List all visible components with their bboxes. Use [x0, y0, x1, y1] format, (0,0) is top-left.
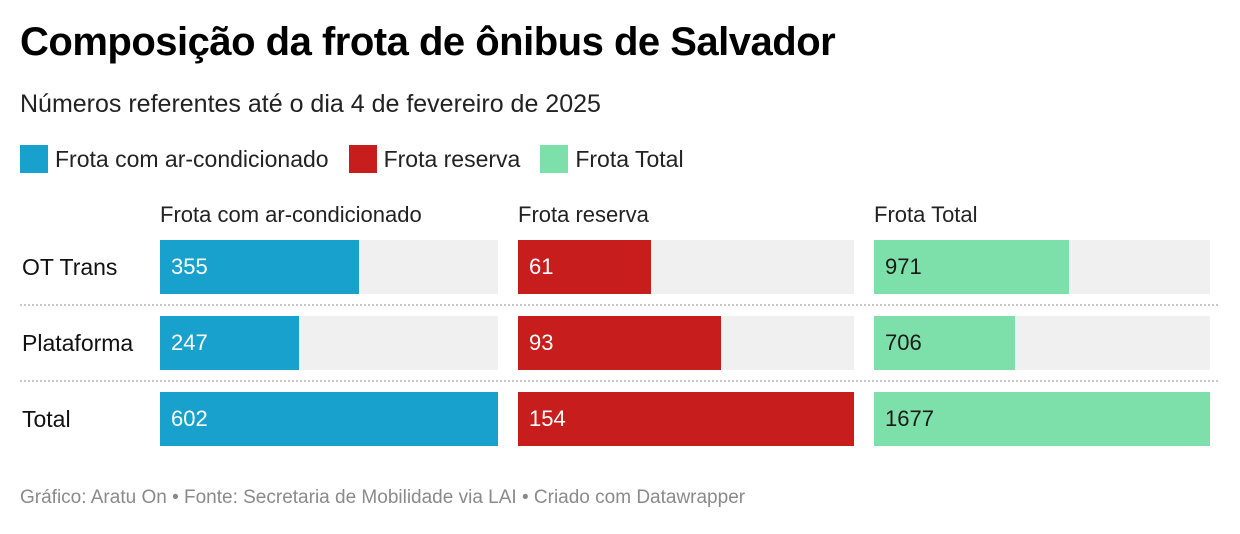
bar-track: 706 [874, 316, 1210, 370]
bar [518, 240, 652, 294]
bar-value-label: 1677 [885, 406, 934, 431]
bar-track: 93 [518, 316, 854, 370]
chart-footer: Gráfico: Aratu On • Fonte: Secretaria de… [20, 487, 746, 508]
row-label: OT Trans [22, 254, 118, 280]
bar-value-label: 154 [529, 406, 566, 431]
legend-label: Frota Total [575, 145, 684, 172]
legend-item-ar-condicionado: Frota com ar-condicionado [20, 145, 329, 173]
column-header: Frota com ar-condicionado [160, 202, 422, 227]
bar [874, 240, 1069, 294]
bar-track: 355 [160, 240, 498, 294]
bar-value-label: 602 [171, 406, 208, 431]
row-divider [20, 380, 1218, 382]
bar [160, 316, 299, 370]
legend-swatch [540, 145, 569, 173]
chart-title: Composição da frota de ônibus de Salvado… [20, 20, 836, 64]
bar [160, 392, 498, 446]
legend-swatch [348, 145, 377, 173]
column-header: Frota Total [874, 202, 978, 227]
row-label: Plataforma [22, 330, 134, 356]
chart-subtitle: Números referentes até o dia 4 de fevere… [20, 90, 601, 118]
row-label: Total [22, 406, 71, 432]
bar [160, 240, 360, 294]
bar-value-label: 706 [885, 330, 922, 355]
bar [518, 392, 854, 446]
legend-item-reserva: Frota reserva [348, 145, 521, 173]
row-divider [20, 304, 1218, 306]
legend: Frota com ar-condicionado Frota reserva … [20, 145, 704, 173]
bar-track: 1677 [874, 392, 1210, 446]
bar [518, 316, 721, 370]
column-header: Frota reserva [518, 202, 649, 227]
legend-swatch [20, 145, 48, 173]
bar [874, 316, 1016, 370]
bar-value-label: 61 [529, 254, 554, 279]
legend-label: Frota com ar-condicionado [55, 145, 329, 172]
bar-track: 61 [518, 240, 854, 294]
bar-value-label: 971 [885, 254, 922, 279]
bar [874, 392, 1210, 446]
legend-item-total: Frota Total [540, 145, 684, 173]
bar-track: 971 [874, 240, 1210, 294]
bar-value-label: 93 [529, 330, 554, 355]
bar-track: 154 [518, 392, 854, 446]
bar-value-label: 247 [171, 330, 208, 355]
bar-track: 247 [160, 316, 498, 370]
bar-track: 602 [160, 392, 498, 446]
legend-label: Frota reserva [383, 145, 521, 172]
bar-value-label: 355 [171, 254, 208, 279]
